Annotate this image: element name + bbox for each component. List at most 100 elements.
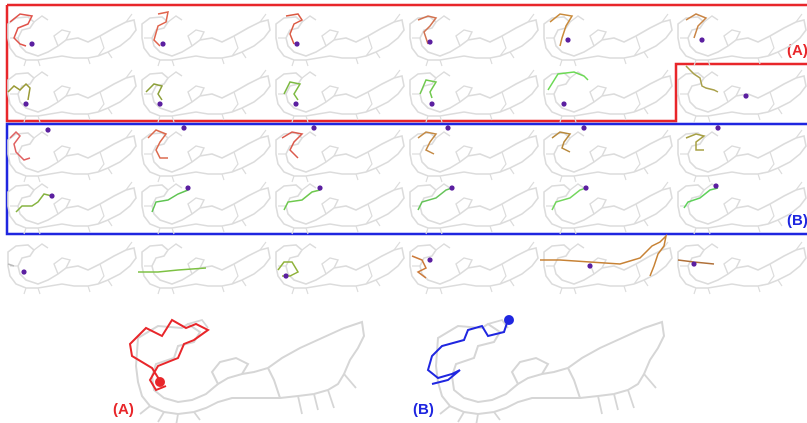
route-endpoint-marker <box>427 39 433 45</box>
route-thumbnail <box>409 181 539 235</box>
route-thumbnail <box>275 69 405 123</box>
route-thumbnail <box>409 125 539 183</box>
map-outline <box>543 181 673 235</box>
route-endpoint-marker <box>45 127 51 133</box>
map-outline <box>543 69 673 123</box>
group-b-box <box>5 122 807 236</box>
group-a-box <box>5 3 807 123</box>
route-endpoint-marker <box>185 185 191 191</box>
route-b-start-marker <box>504 315 514 325</box>
route-thumbnail <box>141 69 271 123</box>
route-endpoint-marker <box>445 125 451 131</box>
route-endpoint-marker <box>311 125 317 131</box>
map-outline <box>435 319 665 423</box>
route-thumbnail <box>275 181 405 235</box>
route-thumbnail <box>138 241 271 295</box>
route-trace <box>15 193 53 213</box>
map-outline <box>409 181 539 235</box>
route-thumbnail <box>7 127 137 183</box>
route-endpoint-marker <box>317 185 323 191</box>
map-outline <box>409 69 539 123</box>
route-thumbnail <box>275 13 405 67</box>
route-endpoint-marker <box>157 101 163 107</box>
route-trace <box>683 187 719 209</box>
route-thumbnail <box>543 181 673 235</box>
route-thumbnail <box>275 125 405 183</box>
map-outline <box>677 241 807 295</box>
route-trace <box>685 133 706 151</box>
route-thumbnail <box>409 13 539 67</box>
map-outline <box>677 129 807 183</box>
map-outline <box>141 13 271 67</box>
route-thumbnail <box>141 181 271 235</box>
map-outline <box>677 69 807 123</box>
route-trace <box>417 15 438 45</box>
route-trace <box>417 187 453 211</box>
detail-panel-a-label: (A) <box>113 401 134 418</box>
route-endpoint-marker <box>427 257 433 263</box>
map-outline <box>275 181 405 235</box>
route-trace <box>417 131 438 155</box>
route-endpoint-marker <box>561 101 567 107</box>
route-thumbnail <box>7 13 137 67</box>
route-endpoint-marker <box>743 93 749 99</box>
route-thumbnail <box>7 181 137 235</box>
route-b <box>426 319 509 385</box>
route-thumbnail <box>540 233 673 295</box>
route-endpoint-marker <box>715 125 721 131</box>
thumbnail-grid <box>7 11 807 295</box>
route-thumbnail <box>141 11 271 67</box>
route-thumbnail <box>409 69 539 123</box>
route-endpoint-marker <box>699 37 705 43</box>
route-endpoint-marker <box>21 269 27 275</box>
group-b-label: (B) <box>787 212 807 229</box>
map-outline <box>543 13 673 67</box>
route-thumbnail <box>677 13 807 67</box>
route-trace <box>151 189 189 213</box>
route-thumbnail <box>677 181 807 235</box>
route-trace <box>281 131 304 159</box>
map-outline <box>135 319 365 423</box>
route-trace <box>147 129 168 159</box>
route-trace <box>283 81 302 101</box>
route-a <box>128 318 210 392</box>
route-trace <box>540 233 668 277</box>
route-endpoint-marker <box>565 37 571 43</box>
map-outline <box>141 69 271 123</box>
route-endpoint-marker <box>583 185 589 191</box>
route-trace <box>9 13 34 47</box>
route-trace <box>145 83 164 101</box>
route-trace <box>283 189 321 211</box>
route-endpoint-marker <box>713 183 719 189</box>
route-endpoint-marker <box>160 41 166 47</box>
map-outline <box>543 129 673 183</box>
route-thumbnail <box>275 241 405 295</box>
route-endpoint-marker <box>587 263 593 269</box>
route-endpoint-marker <box>581 125 587 131</box>
route-trace <box>685 65 719 93</box>
route-trace <box>9 130 31 161</box>
route-trace <box>551 187 587 211</box>
route-trace <box>685 13 708 39</box>
route-trace <box>285 13 304 45</box>
map-outline <box>409 241 539 295</box>
route-endpoint-marker <box>29 41 35 47</box>
map-outline <box>141 129 271 183</box>
route-thumbnail <box>677 241 807 295</box>
route-endpoint-marker <box>23 101 29 107</box>
detail-panel-a <box>128 318 365 423</box>
route-endpoint-marker <box>293 101 299 107</box>
route-endpoint-marker <box>449 185 455 191</box>
map-outline <box>7 13 137 67</box>
map-outline <box>7 69 137 123</box>
route-trace <box>7 263 15 267</box>
route-a-start-marker <box>155 377 165 387</box>
detail-panel-b <box>426 315 665 423</box>
group-a-label: (A) <box>787 42 807 59</box>
map-outline <box>7 241 137 295</box>
route-thumbnail <box>677 125 807 183</box>
route-trace <box>153 11 169 47</box>
route-trace <box>7 82 31 101</box>
